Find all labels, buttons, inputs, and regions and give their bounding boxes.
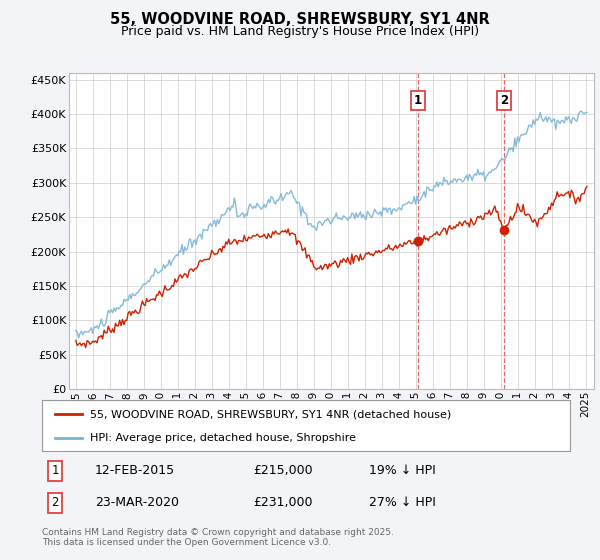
Text: 12-FEB-2015: 12-FEB-2015 (95, 464, 175, 477)
Text: 23-MAR-2020: 23-MAR-2020 (95, 496, 179, 509)
Text: 2: 2 (500, 94, 509, 107)
Text: 2: 2 (52, 496, 59, 509)
Text: £215,000: £215,000 (253, 464, 313, 477)
Text: Price paid vs. HM Land Registry's House Price Index (HPI): Price paid vs. HM Land Registry's House … (121, 25, 479, 38)
Text: 55, WOODVINE ROAD, SHREWSBURY, SY1 4NR: 55, WOODVINE ROAD, SHREWSBURY, SY1 4NR (110, 12, 490, 27)
Text: 1: 1 (413, 94, 422, 107)
Text: 1: 1 (52, 464, 59, 477)
Text: 27% ↓ HPI: 27% ↓ HPI (370, 496, 436, 509)
Text: £231,000: £231,000 (253, 496, 313, 509)
Text: 55, WOODVINE ROAD, SHREWSBURY, SY1 4NR (detached house): 55, WOODVINE ROAD, SHREWSBURY, SY1 4NR (… (89, 409, 451, 419)
Text: Contains HM Land Registry data © Crown copyright and database right 2025.
This d: Contains HM Land Registry data © Crown c… (42, 528, 394, 547)
Text: HPI: Average price, detached house, Shropshire: HPI: Average price, detached house, Shro… (89, 433, 356, 443)
Text: 19% ↓ HPI: 19% ↓ HPI (370, 464, 436, 477)
